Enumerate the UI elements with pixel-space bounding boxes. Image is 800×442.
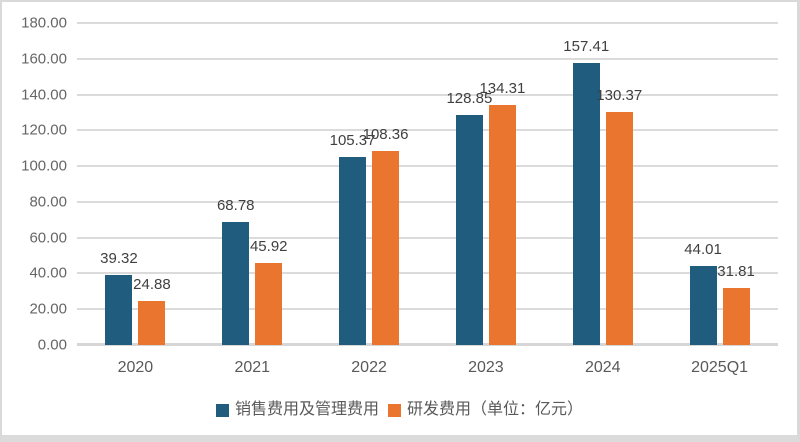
gridline [77,308,778,311]
value-label: 157.41 [563,38,610,56]
x-axis: 2020 2021 2022 2023 2024 2025Q1 [77,358,778,378]
bar: 157.41 [563,39,609,345]
ytick-label: 40.00 [29,264,67,282]
bar: 44.01 [684,242,722,345]
category-group: 44.01 31.81 [661,23,778,345]
ytick-label: 120.00 [21,121,67,139]
gridline [77,22,778,24]
y-axis: 0.00 20.00 40.00 60.00 80.00 100.00 120.00 140.… [2,16,67,353]
gridline [77,272,778,275]
bar: 134.31 [479,81,525,345]
value-label: 108.36 [362,126,409,144]
category-label: 2023 [468,359,504,376]
bar: 105.37 [330,133,376,345]
plot-area: 39.32 24.88 68.78 45.92 105.37 108.36 128.85 13… [77,22,778,346]
legend-item: 销售费用及管理费用 [215,401,379,418]
bar: 130.37 [596,88,642,345]
category-label: 2020 [117,359,154,376]
ytick-label: 100.00 [21,157,67,175]
legend-label: 销售费用及管理费用 [234,401,379,418]
legend-swatch [215,403,229,417]
category-group: 157.41 130.37 [544,23,661,345]
bar: 39.32 [100,251,138,345]
gridline [77,236,778,239]
category-group: 105.37 108.36 [311,23,428,345]
gridline [77,200,778,203]
category-label: 2021 [234,359,271,376]
gridline [77,129,778,132]
value-label: 134.31 [479,79,526,97]
gridline [77,165,778,168]
chart-legend: 销售费用及管理费用 研发费用（单位：亿元） [2,400,797,420]
bar: 31.81 [717,264,755,345]
legend-item: 研发费用（单位：亿元） [388,402,583,418]
value-label: 105.37 [329,131,376,149]
ytick-label: 0.00 [37,336,67,354]
legend-label: 研发费用（单位：亿元） [407,401,584,418]
gridline [77,57,778,60]
category-group: 128.85 134.31 [428,23,545,345]
bar: 24.88 [133,277,171,345]
value-label: 39.32 [100,249,138,267]
ytick-label: 60.00 [29,229,67,247]
value-label: 31.81 [717,263,755,281]
ytick-label: 20.00 [29,300,67,318]
value-label: 45.92 [249,237,288,255]
value-label: 130.37 [596,86,643,104]
bar: 108.36 [363,127,409,345]
bar: 128.85 [446,91,492,345]
ytick-label: 180.00 [21,14,67,32]
gridline [77,93,778,96]
ytick-label: 160.00 [21,50,67,68]
category-label: 2025Q1 [691,359,749,376]
value-label: 128.85 [446,89,493,107]
value-label: 68.78 [216,196,255,214]
legend-swatch [388,403,401,417]
category-group: 39.32 24.88 [77,23,194,345]
ytick-label: 140.00 [21,86,67,104]
ytick-label: 80.00 [29,193,67,211]
value-label: 44.01 [684,241,722,259]
bar: 68.78 [217,198,255,345]
x-axis-line [77,343,778,346]
category-label: 2022 [351,359,387,376]
value-label: 24.88 [133,275,171,293]
bar: 45.92 [250,239,288,345]
category-group: 68.78 45.92 [194,23,311,345]
category-label: 2024 [584,359,621,376]
